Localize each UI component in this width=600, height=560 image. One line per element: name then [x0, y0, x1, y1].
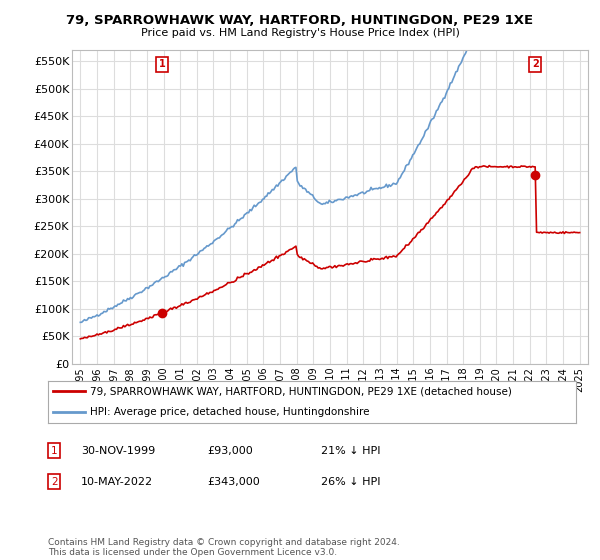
Text: 10-MAY-2022: 10-MAY-2022 [81, 477, 153, 487]
Text: £343,000: £343,000 [207, 477, 260, 487]
Text: 26% ↓ HPI: 26% ↓ HPI [321, 477, 380, 487]
Text: Price paid vs. HM Land Registry's House Price Index (HPI): Price paid vs. HM Land Registry's House … [140, 28, 460, 38]
Text: 21% ↓ HPI: 21% ↓ HPI [321, 446, 380, 456]
Text: 79, SPARROWHAWK WAY, HARTFORD, HUNTINGDON, PE29 1XE (detached house): 79, SPARROWHAWK WAY, HARTFORD, HUNTINGDO… [90, 386, 512, 396]
Text: Contains HM Land Registry data © Crown copyright and database right 2024.
This d: Contains HM Land Registry data © Crown c… [48, 538, 400, 557]
Text: 1: 1 [159, 59, 166, 69]
Text: £93,000: £93,000 [207, 446, 253, 456]
Text: 1: 1 [51, 446, 58, 456]
Text: 2: 2 [51, 477, 58, 487]
Text: HPI: Average price, detached house, Huntingdonshire: HPI: Average price, detached house, Hunt… [90, 407, 370, 417]
Text: 79, SPARROWHAWK WAY, HARTFORD, HUNTINGDON, PE29 1XE: 79, SPARROWHAWK WAY, HARTFORD, HUNTINGDO… [67, 14, 533, 27]
Text: 30-NOV-1999: 30-NOV-1999 [81, 446, 155, 456]
Text: 2: 2 [532, 59, 539, 69]
